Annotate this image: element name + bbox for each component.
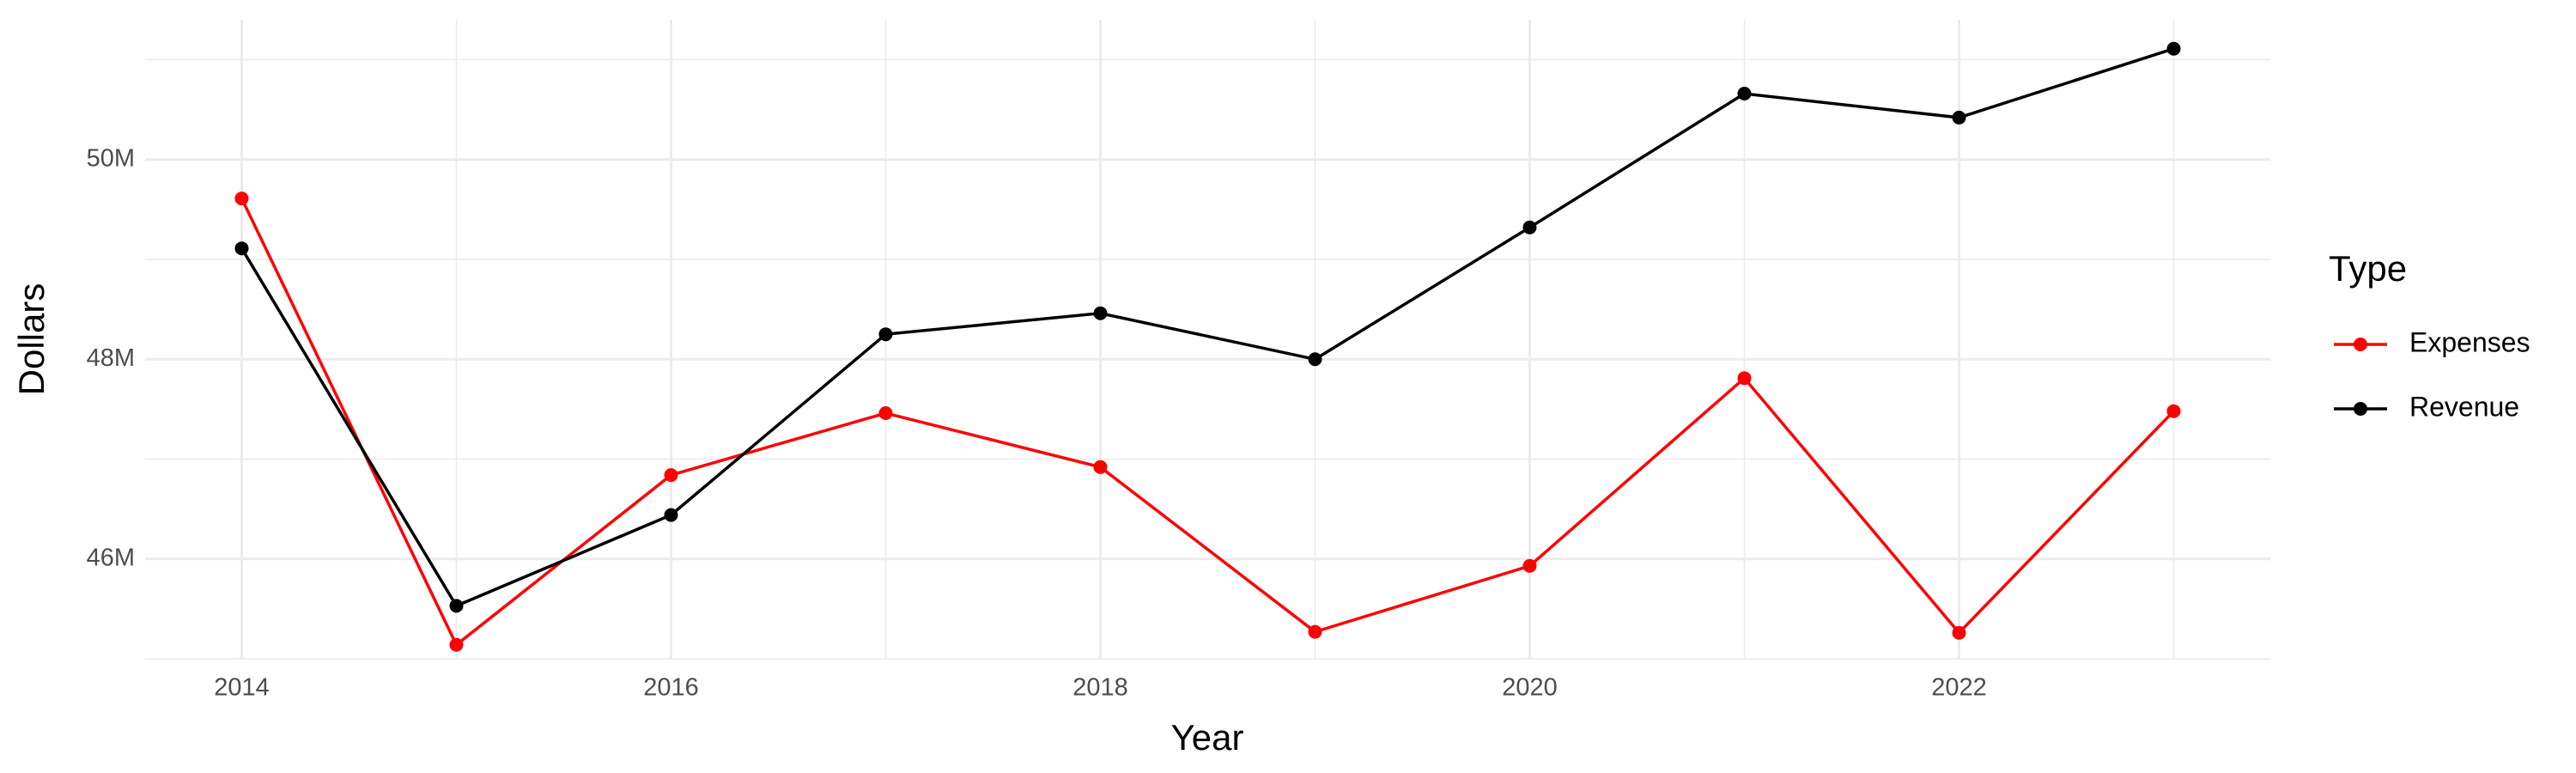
legend-marker — [2354, 338, 2367, 351]
data-point — [1308, 624, 1322, 639]
data-point — [449, 637, 464, 652]
y-tick-label: 48M — [87, 344, 135, 372]
data-point — [449, 599, 464, 613]
series-line — [240, 198, 2175, 648]
x-axis-title: Year — [1171, 717, 1244, 758]
data-point — [1093, 306, 1108, 320]
data-point — [234, 241, 249, 256]
legend-marker — [2354, 402, 2367, 416]
data-point — [664, 508, 678, 522]
data-point — [878, 327, 893, 342]
data-point — [1737, 371, 1752, 386]
data-point — [2166, 404, 2181, 418]
x-tick-label: 2018 — [1072, 674, 1128, 702]
data-point — [1952, 625, 1966, 640]
x-tick-label: 2016 — [643, 674, 699, 702]
data-point — [1952, 110, 1966, 125]
data-point — [1308, 352, 1322, 367]
legend-title: Type — [2329, 248, 2407, 289]
data-point — [1522, 220, 1537, 234]
legend-label: Expenses — [2409, 326, 2530, 357]
y-axis-title: Dollars — [11, 283, 52, 396]
data-point — [664, 468, 678, 483]
x-tick-label: 2014 — [214, 674, 270, 702]
x-tick-label: 2020 — [1502, 674, 1558, 702]
y-tick-label: 50M — [87, 144, 135, 172]
data-point — [2166, 41, 2181, 56]
y-tick-label: 46M — [87, 544, 135, 571]
data-point — [1522, 558, 1537, 573]
series-line — [240, 47, 2175, 608]
x-tick-label: 2022 — [1931, 674, 1987, 702]
data-point — [1093, 460, 1108, 474]
legend-label: Revenue — [2409, 391, 2519, 422]
data-point — [1737, 87, 1752, 101]
grid — [145, 20, 2270, 660]
data-point — [878, 406, 893, 421]
data-point — [234, 192, 249, 206]
